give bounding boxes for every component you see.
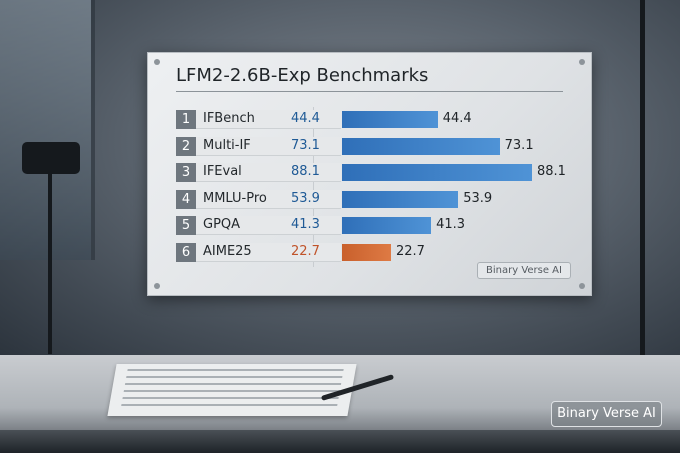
benchmark-chart-panel: LFM2-2.6B-Exp Benchmarks 1 IFBench 44.4 … — [147, 52, 592, 296]
light-stand — [640, 0, 645, 355]
camera-tripod — [48, 174, 52, 354]
screw — [579, 59, 585, 65]
chart-title: LFM2-2.6B-Exp Benchmarks — [176, 65, 429, 86]
row-label-background — [196, 163, 341, 182]
title-divider — [176, 91, 563, 92]
category-label: IFBench — [203, 111, 255, 126]
row-label-background — [196, 189, 341, 209]
evaluation-log-sheet — [107, 364, 357, 416]
camera — [22, 142, 80, 174]
bar-data-label: 41.3 — [436, 217, 466, 232]
chart-row: 5 GPQA 41.3 41.3 — [176, 216, 576, 235]
bar — [342, 111, 438, 128]
category-value: 41.3 — [291, 217, 320, 232]
category-value: 22.7 — [291, 243, 320, 259]
screw — [154, 283, 160, 289]
window — [0, 0, 95, 260]
rank-number: 4 — [176, 189, 196, 209]
rank-number: 2 — [176, 136, 196, 156]
rank-number: 5 — [176, 216, 196, 235]
chart-row: 3 IFEval 88.1 88.1 — [176, 163, 576, 182]
rank-number: 6 — [176, 242, 196, 262]
bar-data-label: 22.7 — [395, 243, 425, 259]
desk-edge — [0, 430, 680, 453]
row-label-background — [196, 136, 341, 156]
category-value: 53.9 — [291, 190, 320, 206]
rank-number: 1 — [176, 110, 196, 129]
chart-row: 4 MMLU-Pro 53.9 53.9 — [176, 189, 576, 209]
bar — [342, 243, 391, 261]
bar — [342, 164, 532, 181]
category-label: IFEval — [203, 164, 242, 179]
bar-axis — [313, 107, 314, 267]
category-label: MMLU-Pro — [203, 190, 267, 206]
chart-row: 2 Multi-IF 73.1 73.1 — [176, 136, 576, 156]
category-label: Multi-IF — [203, 137, 251, 153]
category-value: 73.1 — [291, 137, 320, 153]
screw — [579, 283, 585, 289]
chart-row: 1 IFBench 44.4 44.4 — [176, 110, 576, 129]
bar-data-label: 44.4 — [442, 111, 472, 126]
row-label-background — [196, 216, 341, 235]
row-label-background — [196, 110, 341, 129]
category-label: GPQA — [203, 217, 241, 232]
watermark: Binary Verse AI — [551, 401, 662, 427]
bar — [342, 217, 432, 234]
panel-badge: Binary Verse AI — [477, 262, 571, 279]
category-value: 88.1 — [291, 164, 320, 179]
rank-number: 3 — [176, 163, 196, 182]
bar — [342, 137, 500, 155]
bar-data-label: 88.1 — [537, 164, 566, 179]
screw — [154, 59, 160, 65]
row-label-background — [196, 242, 341, 262]
category-value: 44.4 — [291, 111, 320, 126]
bar-data-label: 53.9 — [463, 190, 493, 206]
chart-row: 6 AIME25 22.7 22.7 — [176, 242, 576, 262]
bar-data-label: 73.1 — [504, 137, 534, 153]
bar — [342, 190, 459, 208]
category-label: AIME25 — [203, 243, 252, 259]
